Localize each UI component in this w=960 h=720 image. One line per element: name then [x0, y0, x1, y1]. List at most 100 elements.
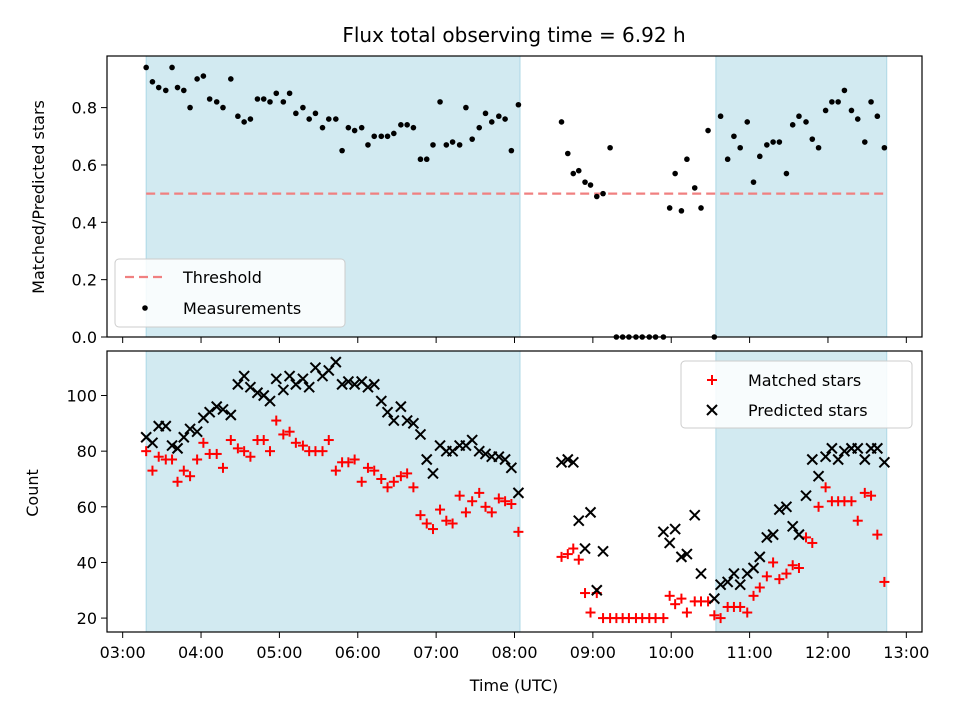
measurement-point — [155, 84, 162, 91]
measurement-point — [515, 101, 522, 108]
measurement-point — [848, 107, 855, 114]
predicted-star-point — [211, 400, 223, 413]
predicted-star-point — [669, 523, 681, 535]
x-tick-label: 13:00 — [883, 643, 929, 662]
predicted-star-point — [146, 437, 159, 449]
matched-star-point — [185, 471, 196, 482]
predicted-star-point — [348, 378, 361, 391]
predicted-star-point-b — [217, 403, 229, 416]
measurement-point — [829, 99, 835, 105]
bottom-legend-box — [680, 360, 913, 429]
matched-star-point — [480, 501, 491, 512]
predicted-star-point-b — [562, 453, 574, 466]
measurement-point — [220, 104, 226, 111]
predicted-star-point-b — [140, 431, 152, 443]
measurement-point — [874, 113, 881, 120]
predicted-star-point — [184, 423, 196, 435]
matched-star-point — [402, 468, 413, 479]
measurement-point — [300, 104, 306, 111]
top-panel: 0.0 0.2 0.4 0.6 0.8 Threshold Measurements — [72, 55, 923, 347]
predicted-star-point — [859, 453, 871, 466]
matched-star-point — [846, 496, 857, 507]
matched-star-point — [742, 607, 753, 618]
measurement-point — [306, 116, 312, 122]
matched-star-point — [141, 446, 152, 457]
measurement-point — [764, 142, 770, 148]
matched-star-point — [573, 554, 584, 565]
matched-star-point — [211, 448, 222, 459]
measurement-point — [737, 144, 743, 151]
x-tick-label: 05:00 — [256, 643, 302, 662]
predicted-star-point — [663, 537, 676, 549]
measurement-point — [684, 156, 690, 163]
predicted-star-point — [780, 501, 793, 513]
matched-star-point — [681, 607, 692, 618]
matched-star-point — [388, 476, 399, 487]
predicted-star-point — [754, 551, 766, 563]
predicted-star-point — [160, 420, 172, 432]
matched-star-point — [467, 496, 478, 507]
predicted-star-point — [505, 462, 518, 474]
measurement-point — [803, 119, 809, 125]
matched-star-point — [245, 451, 256, 462]
predicted-star-point — [191, 425, 203, 438]
matched-star-point — [793, 563, 804, 574]
matched-star-point — [178, 465, 189, 476]
measurement-point — [333, 116, 339, 122]
predicted-star-point — [689, 509, 701, 521]
predicted-star-point — [251, 387, 264, 399]
predicted-star-point — [734, 578, 746, 591]
predicted-star-point — [826, 442, 838, 455]
measurement-point — [228, 76, 234, 82]
predicted-star-point — [728, 567, 740, 580]
predicted-star-point-b — [434, 439, 446, 452]
measurement-point — [241, 119, 247, 125]
measurement-point — [149, 79, 156, 85]
measurement-point — [705, 127, 711, 134]
top-legend: Threshold Measurements — [114, 258, 346, 328]
measurement-point — [286, 90, 293, 97]
matched-star-point — [421, 518, 432, 529]
x-tick-label: 06:00 — [335, 643, 381, 662]
matched-star-point — [820, 482, 831, 493]
predicted-star-point — [786, 520, 799, 532]
matched-star-point — [506, 499, 517, 510]
matched-star-point — [787, 560, 798, 571]
measurement-point — [482, 110, 489, 117]
predicted-star-point — [217, 403, 229, 416]
top_panel-shaded-interval — [715, 55, 888, 338]
measurement-point — [174, 84, 181, 91]
predicted-star-point-b — [238, 370, 250, 382]
predicted-star-point — [407, 417, 420, 430]
matched-star-point — [859, 487, 870, 498]
predicted-star-point — [793, 528, 805, 541]
predicted-star-point-b — [806, 453, 818, 466]
predicted-star-point-b — [355, 375, 368, 388]
predicted-star-point-b — [184, 423, 196, 435]
measurement-point — [789, 122, 796, 128]
predicted-star-point — [283, 370, 296, 382]
predicted-star-point — [277, 384, 290, 396]
measurement-point — [575, 167, 582, 174]
predicted-star-point-b — [264, 395, 276, 407]
measurement-point — [582, 179, 588, 185]
predicted-star-point — [466, 434, 478, 446]
measurement-point — [861, 139, 868, 145]
matched-star-point — [147, 465, 158, 476]
predicted-star-point — [675, 551, 688, 563]
predicted-star-point — [414, 428, 427, 441]
matched-star-point — [768, 557, 779, 568]
measurement-point — [391, 130, 397, 137]
predicted-star-point — [767, 528, 779, 541]
matched-star-point — [265, 446, 275, 457]
measurement-point — [691, 185, 698, 191]
predicted-star-point-b — [309, 361, 322, 374]
measurement-point — [280, 99, 287, 105]
predicted-star-point-b — [669, 523, 681, 535]
predicted-star-point — [747, 562, 760, 574]
matched-star-point — [813, 501, 824, 512]
measurement-point — [463, 104, 469, 111]
bottom_panel-y-tick-label: 100 — [66, 387, 97, 406]
matched-star-point — [441, 515, 452, 526]
predicted-star-point-b — [225, 409, 237, 421]
